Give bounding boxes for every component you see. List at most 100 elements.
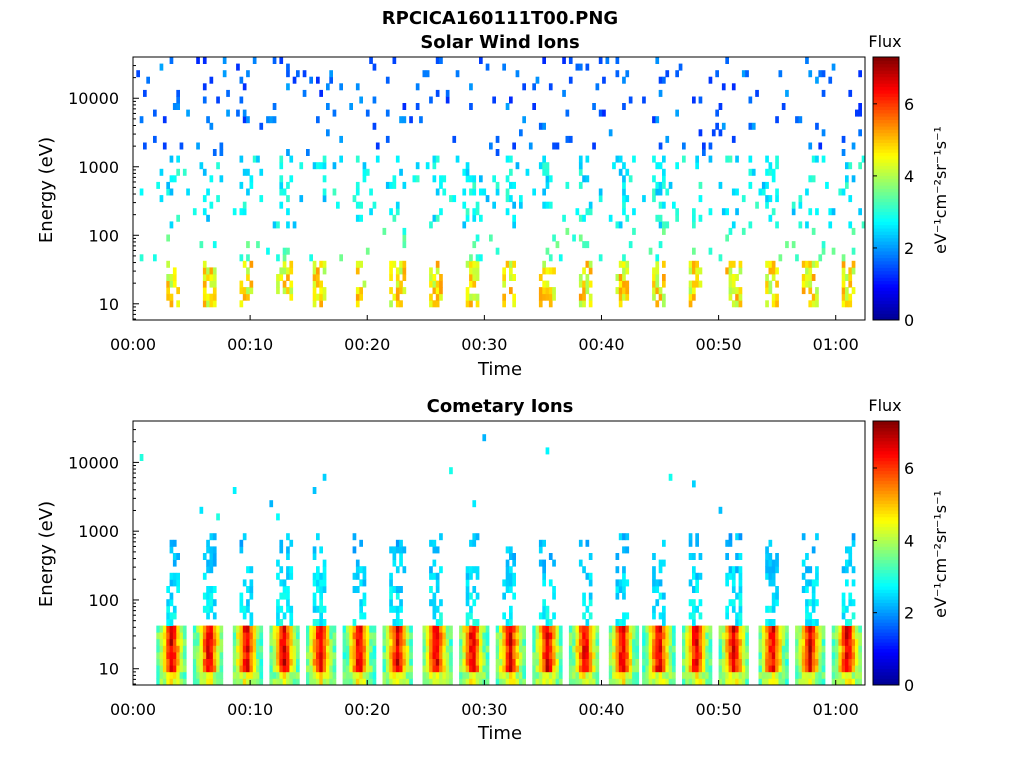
- spectrogram-cell: [735, 645, 739, 653]
- spectrogram-cell: [858, 671, 862, 679]
- spectrogram-cell: [502, 592, 506, 600]
- spectrogram-cell: [721, 632, 726, 640]
- spectrogram-cell: [542, 559, 546, 567]
- spectrogram-cell: [209, 566, 214, 574]
- spectrogram-cell: [495, 652, 500, 659]
- spectrogram-cell: [522, 638, 526, 646]
- spectrogram-cell: [409, 665, 413, 673]
- spectrogram-cell: [595, 678, 600, 686]
- spectrogram-cell: [169, 658, 174, 666]
- spectrogram-cell: [658, 625, 663, 633]
- spectrogram-cell: [552, 559, 556, 567]
- spectrogram-cell: [618, 619, 623, 626]
- spectrogram-cell: [289, 671, 294, 679]
- spectrogram-cell: [741, 227, 746, 235]
- spectrogram-cell: [455, 155, 460, 163]
- spectrogram-cell: [156, 638, 160, 646]
- spectrogram-cell: [385, 652, 390, 659]
- spectrogram-cell: [502, 678, 506, 686]
- spectrogram-cell: [515, 671, 520, 679]
- colorbar-swatch: [873, 122, 899, 127]
- spectrogram-cell: [472, 188, 477, 196]
- spectrogram-cell: [738, 678, 743, 686]
- spectrogram-cell: [542, 162, 546, 170]
- spectrogram-cell: [352, 625, 357, 633]
- spectrogram-cell: [578, 658, 583, 666]
- spectrogram-cell: [329, 76, 333, 84]
- spectrogram-cell: [509, 267, 513, 275]
- spectrogram-cell: [209, 546, 214, 554]
- spectrogram-cell: [805, 625, 809, 633]
- spectrogram-cell: [206, 188, 210, 196]
- spectrogram-cell: [435, 579, 440, 587]
- spectrogram-cell: [662, 638, 666, 646]
- spectrogram-cell: [575, 63, 580, 71]
- spectrogram-cell: [359, 671, 363, 679]
- spectrogram-cell: [618, 632, 623, 640]
- spectrogram-cell: [176, 671, 180, 679]
- spectrogram-cell: [432, 572, 437, 580]
- spectrogram-cell: [851, 632, 856, 640]
- spectrogram-cell: [479, 638, 483, 646]
- spectrogram-cell: [219, 665, 224, 673]
- spectrogram-cell: [595, 645, 600, 653]
- spectrogram-cell: [781, 665, 786, 673]
- spectrogram-cell: [345, 632, 350, 640]
- spectrogram-cell: [439, 274, 443, 281]
- spectrogram-cell: [622, 572, 626, 580]
- spectrogram-cell: [289, 175, 294, 183]
- spectrogram-cell: [592, 671, 596, 679]
- spectrogram-cell: [286, 572, 290, 580]
- spectrogram-cell: [625, 287, 630, 295]
- spectrogram-cell: [682, 632, 686, 640]
- spectrogram-cell: [469, 665, 473, 673]
- spectrogram-cell: [286, 221, 290, 229]
- spectrogram-cell: [582, 566, 586, 574]
- spectrogram-cell: [688, 671, 693, 679]
- spectrogram-cell: [276, 652, 280, 659]
- spectrogram-cell: [811, 625, 816, 633]
- colorbar-swatch: [873, 440, 899, 445]
- spectrogram-cell: [558, 254, 563, 262]
- spectrogram-cell: [821, 638, 826, 646]
- colorbar-swatch: [873, 566, 899, 570]
- spectrogram-cell: [519, 652, 523, 659]
- spectrogram-cell: [232, 638, 237, 646]
- spectrogram-cell: [572, 645, 576, 653]
- spectrogram-cell: [662, 632, 666, 640]
- spectrogram-cell: [212, 280, 217, 288]
- spectrogram-cell: [322, 473, 327, 481]
- colorbar-swatch: [873, 208, 899, 212]
- spectrogram-cell: [166, 234, 170, 242]
- spectrogram-cell: [808, 287, 813, 295]
- spectrogram-cell: [286, 63, 290, 71]
- spectrogram-cell: [775, 300, 779, 308]
- spectrogram-cell: [855, 671, 859, 679]
- colorbar-swatch: [873, 675, 899, 679]
- spectrogram-cell: [801, 645, 806, 653]
- spectrogram-cell: [459, 645, 463, 653]
- spectrogram-cell: [658, 89, 663, 97]
- spectrogram-cell: [505, 671, 510, 679]
- spectrogram-cell: [276, 287, 280, 295]
- spectrogram-cell: [811, 599, 816, 607]
- spectrogram-cell: [246, 645, 250, 653]
- spectrogram-cell: [319, 287, 323, 295]
- spectrogram-cell: [811, 300, 816, 308]
- spectrogram-cell: [196, 632, 200, 640]
- spectrogram-cell: [246, 652, 250, 659]
- spectrogram-cell: [249, 280, 254, 288]
- spectrogram-cell: [322, 658, 327, 666]
- spectrogram-cell: [695, 572, 699, 580]
- spectrogram-cell: [202, 632, 207, 640]
- spectrogram-cell: [286, 592, 290, 600]
- spectrogram-cell: [399, 260, 403, 268]
- spectrogram-cell: [166, 678, 170, 686]
- spectrogram-cell: [209, 175, 214, 183]
- colorbar-swatch: [873, 678, 899, 683]
- x-tick-label: 00:30: [461, 335, 507, 354]
- spectrogram-cell: [192, 638, 197, 646]
- spectrogram-cell: [422, 652, 427, 659]
- spectrogram-cell: [771, 566, 776, 574]
- spectrogram-cell: [695, 605, 699, 613]
